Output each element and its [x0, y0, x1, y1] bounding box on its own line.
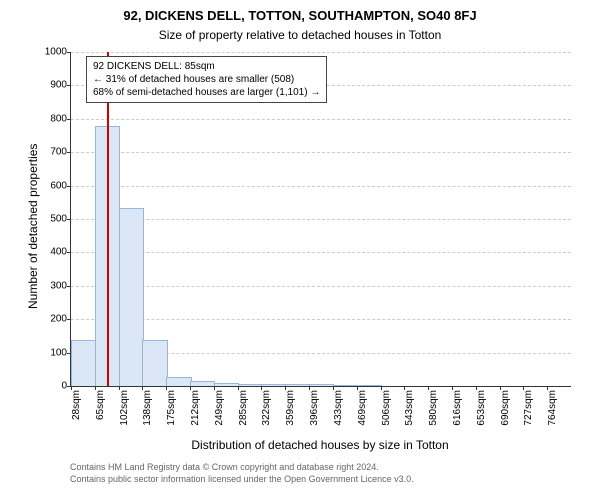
xtick-label: 102sqm	[119, 390, 130, 426]
ytick-label: 1000	[45, 47, 67, 58]
y-axis-label: Number of detached properties	[26, 144, 40, 309]
ytick-label: 100	[50, 347, 67, 358]
histogram-bar	[261, 384, 286, 386]
histogram-bar	[214, 383, 239, 386]
xtick-label: 322sqm	[261, 390, 272, 426]
ytick-label: 0	[61, 381, 67, 392]
annotation-line1: 92 DICKENS DELL: 85sqm	[93, 60, 320, 73]
xtick-label: 249sqm	[214, 390, 225, 426]
ytick-mark	[67, 252, 71, 253]
ytick-mark	[67, 186, 71, 187]
gridline-y	[71, 119, 571, 120]
histogram-bar	[71, 340, 96, 386]
xtick-label: 175sqm	[166, 390, 177, 426]
xtick-label: 359sqm	[285, 390, 296, 426]
ytick-label: 300	[50, 280, 67, 291]
ytick-label: 900	[50, 80, 67, 91]
annotation-line2: ← 31% of detached houses are smaller (50…	[93, 73, 320, 86]
x-axis-label: Distribution of detached houses by size …	[70, 438, 570, 452]
ytick-mark	[67, 85, 71, 86]
xtick-label: 506sqm	[381, 390, 392, 426]
ytick-label: 200	[50, 314, 67, 325]
histogram-bar	[166, 377, 191, 386]
ytick-mark	[67, 152, 71, 153]
xtick-label: 469sqm	[357, 390, 368, 426]
xtick-label: 764sqm	[547, 390, 558, 426]
ytick-mark	[67, 286, 71, 287]
xtick-label: 212sqm	[190, 390, 201, 426]
histogram-bar	[309, 384, 334, 386]
ytick-label: 400	[50, 247, 67, 258]
histogram-bar	[285, 384, 310, 386]
histogram-bar	[119, 208, 144, 386]
gridline-y	[71, 252, 571, 253]
ytick-mark	[67, 319, 71, 320]
annotation-box: 92 DICKENS DELL: 85sqm ← 31% of detached…	[86, 56, 327, 103]
ytick-label: 500	[50, 214, 67, 225]
histogram-bar	[333, 385, 358, 386]
ytick-label: 600	[50, 180, 67, 191]
ytick-label: 700	[50, 147, 67, 158]
xtick-label: 396sqm	[309, 390, 320, 426]
footer-attribution: Contains HM Land Registry data © Crown c…	[70, 462, 414, 485]
xtick-label: 543sqm	[404, 390, 415, 426]
ytick-mark	[67, 119, 71, 120]
xtick-label: 616sqm	[452, 390, 463, 426]
histogram-bar	[142, 340, 167, 386]
chart-title-main: 92, DICKENS DELL, TOTTON, SOUTHAMPTON, S…	[0, 8, 600, 23]
ytick-mark	[67, 219, 71, 220]
xtick-label: 28sqm	[71, 390, 82, 420]
histogram-bar	[190, 381, 215, 386]
footer-line1: Contains HM Land Registry data © Crown c…	[70, 462, 414, 474]
gridline-y	[71, 319, 571, 320]
histogram-bar	[238, 384, 263, 386]
xtick-label: 433sqm	[333, 390, 344, 426]
footer-line2: Contains public sector information licen…	[70, 474, 414, 486]
xtick-label: 690sqm	[500, 390, 511, 426]
xtick-label: 65sqm	[95, 390, 106, 420]
xtick-label: 285sqm	[238, 390, 249, 426]
ytick-mark	[67, 52, 71, 53]
histogram-bar	[357, 385, 382, 386]
xtick-label: 138sqm	[142, 390, 153, 426]
gridline-y	[71, 219, 571, 220]
gridline-y	[71, 286, 571, 287]
gridline-y	[71, 152, 571, 153]
xtick-label: 653sqm	[476, 390, 487, 426]
ytick-label: 800	[50, 113, 67, 124]
annotation-line3: 68% of semi-detached houses are larger (…	[93, 86, 320, 99]
chart-title-sub: Size of property relative to detached ho…	[0, 28, 600, 42]
figure: 92, DICKENS DELL, TOTTON, SOUTHAMPTON, S…	[0, 0, 600, 500]
xtick-label: 727sqm	[523, 390, 534, 426]
xtick-label: 580sqm	[428, 390, 439, 426]
gridline-y	[71, 52, 571, 53]
gridline-y	[71, 186, 571, 187]
